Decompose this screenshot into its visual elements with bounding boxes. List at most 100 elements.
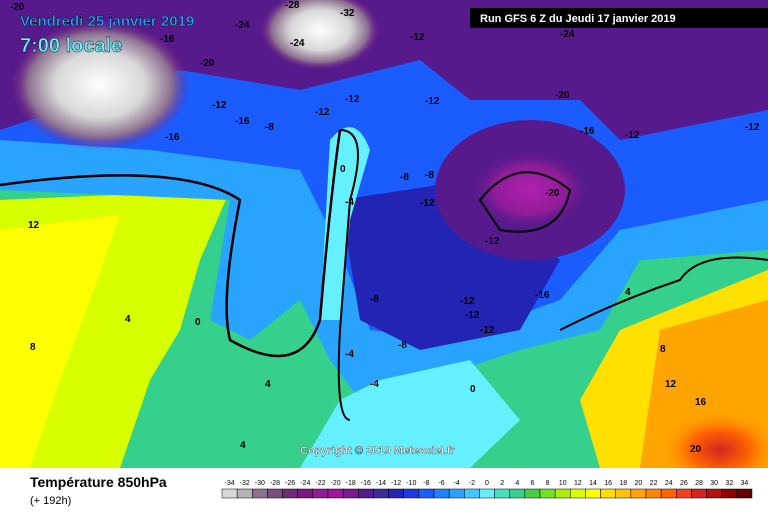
contour-label: -12: [625, 130, 640, 141]
contour-label: 8: [660, 344, 666, 355]
scale-swatch: [388, 488, 404, 499]
warm-area: [0, 215, 120, 468]
contour-label: 0: [195, 317, 201, 328]
scale-label: 22: [650, 480, 658, 487]
copyright: Copyright © 2019 Meteociel.fr: [300, 445, 456, 457]
mild-tongue: [320, 127, 370, 320]
contour-label: -8: [265, 122, 274, 133]
scale-label: -10: [406, 480, 416, 487]
scale-swatch: [403, 488, 420, 499]
run-box: [470, 8, 768, 28]
scale-label: -18: [346, 480, 356, 487]
contour-label: -32: [340, 8, 355, 19]
contour-label: -12: [465, 310, 480, 321]
cold-core: [470, 150, 590, 230]
scale-label: 12: [574, 480, 582, 487]
contour-label: -24: [290, 38, 305, 49]
contour-label: 12: [665, 379, 677, 390]
contour-label: -12: [345, 94, 360, 105]
contour-label: -16: [580, 126, 595, 137]
scale-label: -4: [454, 480, 460, 487]
contour-label: -12: [485, 236, 500, 247]
scale-swatch: [554, 488, 571, 499]
footer-title: Température 850hPa: [30, 474, 167, 490]
scale-label: -34: [225, 480, 235, 487]
contour-label: 4: [265, 379, 271, 390]
scale-label: -28: [270, 480, 280, 487]
time-text: 7:00 locale: [20, 35, 122, 57]
contour-label: -24: [560, 29, 575, 40]
contour-label: -12: [420, 198, 435, 209]
contour-label: -4: [345, 349, 354, 360]
scale-swatch: [221, 488, 238, 499]
contour-label: -12: [315, 107, 330, 118]
contour-label: -12: [480, 325, 495, 336]
scale-label: -20: [331, 480, 341, 487]
contour-label: 4: [125, 314, 131, 325]
contour-label: -8: [370, 294, 379, 305]
scale-swatch: [327, 488, 344, 499]
contour-label: -20: [545, 188, 560, 199]
contour-label: -4: [345, 197, 354, 208]
contour-label: -12: [460, 296, 475, 307]
contour-label: 0: [470, 384, 476, 395]
contour-label: -4: [370, 379, 379, 390]
scale-swatch: [615, 488, 632, 499]
scale-swatch: [373, 488, 389, 499]
scale-swatch: [433, 488, 450, 499]
contour-label: -12: [425, 96, 440, 107]
scale-label: -16: [361, 480, 371, 487]
scale-label: -22: [315, 480, 325, 487]
scale-swatch: [509, 488, 526, 499]
contour-label: -20: [10, 2, 25, 13]
scale-swatch: [448, 488, 465, 499]
mild-area: [300, 360, 520, 468]
scale-label: 10: [559, 480, 567, 487]
contour-label: -16: [160, 34, 175, 45]
contour-label: 20: [690, 444, 702, 455]
scale-label: 16: [604, 480, 612, 487]
scale-label: 32: [725, 480, 733, 487]
date-text: Vendredi 25 janvier 2019: [20, 13, 194, 30]
contour-label: -20: [555, 90, 570, 101]
scale-label: -12: [391, 480, 401, 487]
run-text: Run GFS 6 Z du Jeudi 17 janvier 2019: [480, 13, 676, 25]
scale-label: 0: [485, 480, 489, 487]
scale-swatch: [494, 488, 510, 499]
scale-swatch: [691, 488, 707, 499]
scale-swatch: [479, 488, 495, 499]
contour-label: 12: [28, 220, 40, 231]
scale-label: 2: [500, 480, 504, 487]
scale-label: 34: [741, 480, 749, 487]
scale-swatch: [721, 488, 738, 499]
scale-label: 14: [589, 480, 597, 487]
scale-label: 18: [619, 480, 627, 487]
scale-label: 26: [680, 480, 688, 487]
scale-label: -32: [240, 480, 250, 487]
cold-core: [10, 20, 190, 150]
scale-label: -8: [423, 480, 429, 487]
scale-label: -14: [376, 480, 386, 487]
scale-label: -6: [438, 480, 444, 487]
scale-swatch: [524, 488, 541, 499]
contour-label: -24: [235, 20, 250, 31]
scale-label: 8: [546, 480, 550, 487]
contour-label: -16: [165, 132, 180, 143]
scale-swatch: [267, 488, 283, 499]
scale-swatch: [585, 488, 601, 499]
contour-label: 0: [340, 164, 346, 175]
scale-swatch: [706, 488, 722, 499]
contour-line: [478, 171, 572, 233]
contour-label: 8: [30, 342, 36, 353]
contour-label: -16: [235, 116, 250, 127]
scale-swatch: [630, 488, 647, 499]
contour-label: -8: [398, 340, 407, 351]
forecast-range: (+ 192h): [30, 495, 71, 507]
scale-swatch: [645, 488, 662, 499]
scale-swatch: [464, 488, 480, 499]
scale-label: 4: [515, 480, 519, 487]
scale-swatch: [252, 488, 268, 499]
contour-label: 4: [625, 287, 631, 298]
